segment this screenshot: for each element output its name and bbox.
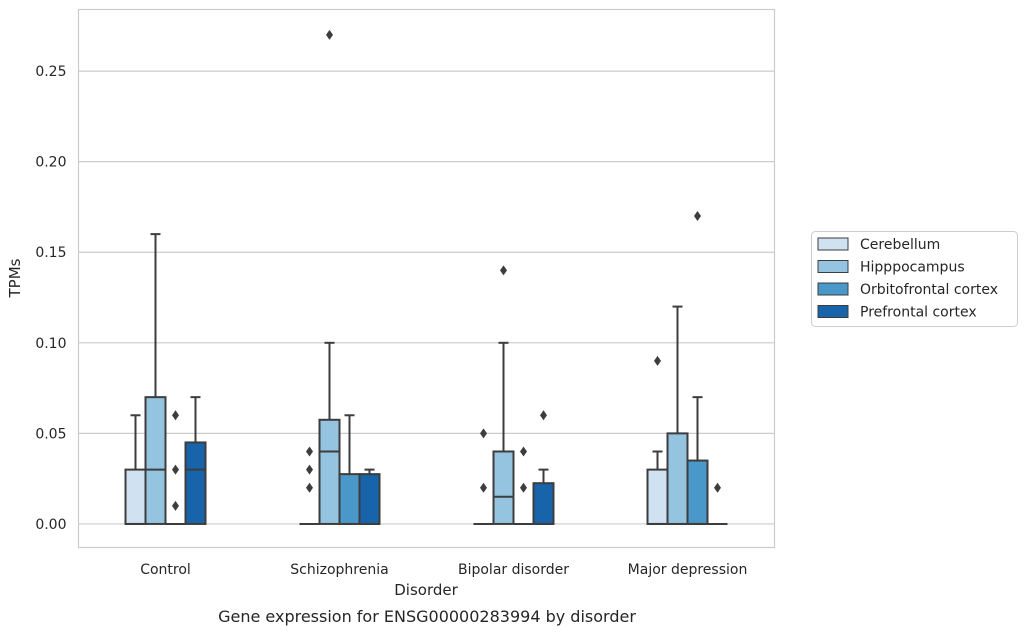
outlier-point bbox=[654, 355, 661, 366]
box-cerebellum bbox=[473, 428, 494, 525]
outlier-point bbox=[500, 265, 507, 276]
box-hipppocampus bbox=[666, 305, 689, 525]
x-axis-label: Disorder bbox=[394, 581, 458, 599]
legend-swatch bbox=[817, 260, 849, 273]
legend-label: Prefrontal cortex bbox=[860, 305, 977, 321]
box-body bbox=[532, 482, 555, 525]
outlier-point bbox=[306, 482, 313, 493]
box-body bbox=[492, 450, 515, 525]
box-groups bbox=[124, 29, 728, 525]
box-hipppocampus bbox=[144, 233, 167, 525]
outlier-point bbox=[540, 410, 547, 421]
box-body bbox=[338, 473, 361, 525]
box-body bbox=[666, 432, 689, 525]
plot-frame bbox=[77, 8, 776, 549]
outlier-point bbox=[714, 482, 721, 493]
x-tick-label: Bipolar disorder bbox=[458, 562, 569, 578]
outlier-point bbox=[480, 428, 487, 439]
box-orbitofrontal-cortex bbox=[513, 446, 534, 525]
box-body bbox=[358, 473, 381, 525]
box-body bbox=[184, 441, 207, 525]
outlier-point bbox=[520, 482, 527, 493]
legend-swatch bbox=[817, 237, 849, 251]
outlier-point bbox=[694, 211, 701, 222]
box-body bbox=[144, 396, 167, 525]
box-hipppocampus bbox=[492, 265, 515, 525]
box-prefrontal-cortex bbox=[358, 468, 381, 525]
y-tick-label: 0.15 bbox=[35, 245, 66, 261]
box-body bbox=[686, 459, 709, 525]
y-tick-label: 0.00 bbox=[35, 517, 66, 533]
box-prefrontal-cortex bbox=[184, 396, 207, 525]
box-orbitofrontal-cortex bbox=[165, 410, 186, 525]
legend-label: Orbitofrontal cortex bbox=[860, 282, 998, 298]
box-hipppocampus bbox=[318, 29, 341, 525]
x-tick-label: Control bbox=[140, 562, 191, 578]
y-axis-ticks: 0.00 0.05 0.10 0.15 0.20 0.25 bbox=[35, 64, 66, 533]
x-tick-label: Major depression bbox=[628, 562, 748, 578]
outlier-point bbox=[172, 464, 179, 475]
legend-label: Cerebellum bbox=[860, 237, 940, 253]
y-axis-label: TPMs bbox=[6, 258, 24, 298]
box-body bbox=[318, 418, 341, 525]
outlier-point bbox=[326, 29, 333, 40]
legend: Cerebellum Hipppocampus Orbitofrontal cort… bbox=[811, 231, 1018, 327]
outlier-point bbox=[172, 410, 179, 421]
box-orbitofrontal-cortex bbox=[686, 211, 709, 525]
outlier-point bbox=[306, 446, 313, 457]
chart-caption: Gene expression for ENSG00000283994 by d… bbox=[218, 607, 636, 626]
y-tick-label: 0.10 bbox=[35, 336, 66, 352]
legend-label: Hipppocampus bbox=[860, 260, 965, 276]
box-body bbox=[646, 468, 669, 525]
outlier-point bbox=[172, 500, 179, 511]
x-tick-label: Schizophrenia bbox=[290, 562, 388, 578]
box-prefrontal-cortex bbox=[707, 482, 728, 525]
box-cerebellum bbox=[299, 446, 320, 525]
box-body bbox=[124, 468, 147, 525]
x-axis-ticks: Control Schizophrenia Bipolar disorder Majo… bbox=[140, 562, 747, 578]
outlier-point bbox=[520, 446, 527, 457]
legend-swatch bbox=[817, 282, 849, 296]
box-prefrontal-cortex bbox=[532, 410, 555, 525]
legend-swatch bbox=[817, 305, 849, 318]
outlier-point bbox=[480, 482, 487, 493]
box-cerebellum bbox=[124, 414, 147, 525]
y-tick-label: 0.05 bbox=[35, 426, 66, 442]
box-group-schizophrenia bbox=[299, 29, 381, 525]
box-group-major-depression bbox=[646, 211, 728, 525]
y-tick-label: 0.20 bbox=[35, 155, 66, 171]
box-group-control bbox=[124, 233, 207, 525]
legend-frame bbox=[811, 231, 1018, 327]
outlier-point bbox=[306, 464, 313, 475]
box-group-bipolar-disorder bbox=[473, 265, 555, 525]
y-tick-label: 0.25 bbox=[35, 64, 66, 80]
